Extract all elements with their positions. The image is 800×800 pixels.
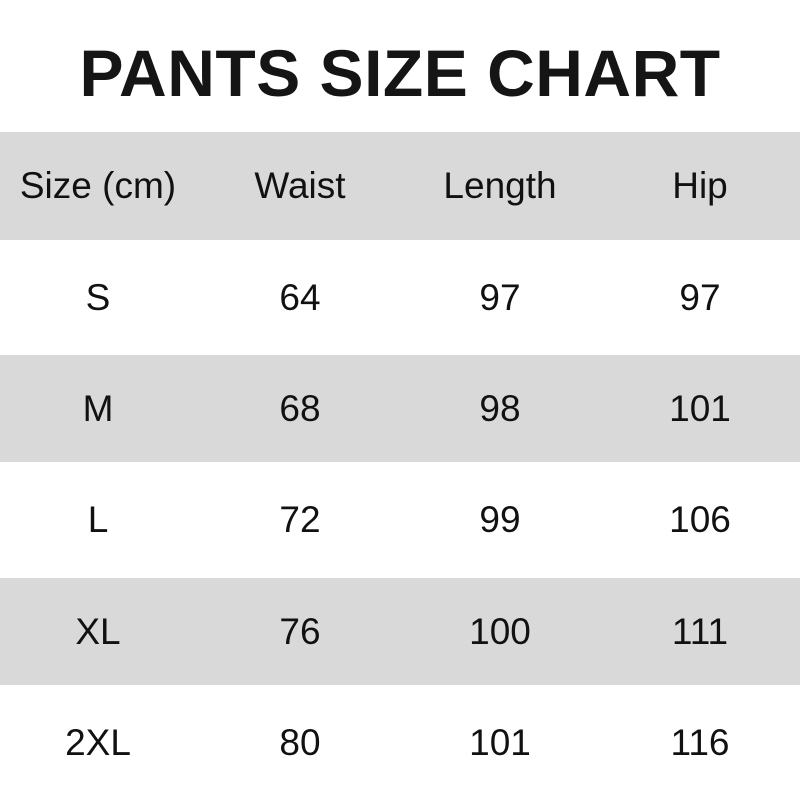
table-row: XL 76 100 111 — [0, 578, 800, 685]
table-cell: L — [87, 499, 109, 540]
table-row: M 68 98 101 — [0, 355, 800, 462]
table-row: 2XL 80 101 116 — [0, 685, 800, 800]
table-cell: 101 — [469, 721, 531, 763]
table-cell: 116 — [670, 721, 730, 763]
table-row: L 72 99 106 — [0, 462, 800, 578]
table-cell: XL — [75, 610, 121, 652]
table-cell: 97 — [479, 276, 521, 318]
table-cell: 68 — [279, 387, 321, 429]
table-cell: 98 — [479, 387, 521, 429]
column-header: Length — [443, 165, 557, 206]
table-cell: 100 — [469, 610, 531, 652]
table-cell: 99 — [479, 499, 521, 540]
table-cell: 111 — [671, 610, 729, 652]
table-cell: 2XL — [65, 721, 131, 763]
table-cell: 80 — [279, 721, 321, 763]
table-row: S 64 97 97 — [0, 240, 800, 355]
column-header: Size (cm) — [19, 165, 177, 206]
column-header: Waist — [254, 165, 346, 206]
table-cell: 64 — [279, 276, 321, 318]
table-header-row: Size (cm) Waist Length Hip — [0, 132, 800, 240]
table-cell: 97 — [679, 276, 721, 318]
table-cell: S — [85, 276, 111, 318]
page-title: PANTS SIZE CHART — [79, 36, 721, 110]
table-cell: 106 — [669, 499, 731, 540]
table-cell: 101 — [669, 387, 731, 429]
column-header: Hip — [672, 165, 728, 206]
table-cell: M — [82, 387, 114, 429]
table-cell: 72 — [279, 499, 321, 540]
table-cell: 76 — [279, 610, 321, 652]
